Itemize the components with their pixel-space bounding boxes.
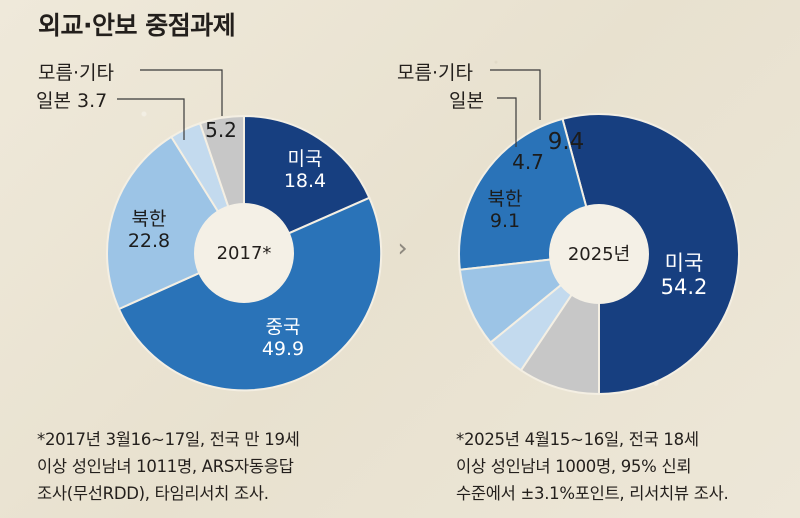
slice-name: 미국 — [288, 148, 323, 170]
slice-name: 중국 — [266, 316, 301, 338]
slice-label-north-korea: 북한 9.1 — [488, 188, 523, 232]
slice-value: 18.4 — [284, 170, 326, 192]
callout-label: 모름·기타 — [38, 62, 114, 84]
note-line: 조사(무선RDD), 타임리서치 조사. — [37, 484, 269, 503]
note-line: *2025년 4월15∼16일, 전국 18세 — [456, 430, 699, 449]
callout-label: 일본 — [449, 90, 484, 112]
callout-leader-line — [140, 69, 223, 116]
callout-label: 모름·기타 — [397, 62, 473, 84]
slice-label-usa: 미국 54.2 — [661, 251, 708, 299]
survey-note-2017: *2017년 3월16∼17일, 전국 만 19세 이상 성인남녀 1011명,… — [37, 426, 367, 507]
callout-leader-line — [497, 97, 517, 147]
slice-label-china: 중국 49.9 — [262, 316, 304, 360]
callout-leader-line — [490, 69, 541, 120]
slice-value: 54.2 — [661, 275, 708, 299]
survey-note-2025: *2025년 4월15∼16일, 전국 18세 이상 성인남녀 1000명, 9… — [456, 426, 786, 507]
slice-label-north-korea: 북한 22.8 — [128, 208, 170, 252]
slice-name: 북한 — [132, 208, 167, 230]
note-line: 수준에서 ±3.1%포인트, 리서치뷰 조사. — [456, 484, 729, 503]
donut-hole — [549, 204, 649, 304]
note-line: *2017년 3월16∼17일, 전국 만 19세 — [37, 430, 300, 449]
slice-usa — [561, 113, 740, 396]
center-year-label: 2025년 — [568, 244, 630, 265]
page-title: 외교·안보 중점과제 — [38, 11, 236, 40]
slice-value: 9.1 — [490, 210, 520, 232]
callout-leader-line — [117, 98, 185, 140]
donut-hole — [194, 203, 294, 303]
callout-label: 일본 3.7 — [36, 90, 107, 112]
slice-name: 북한 — [488, 188, 523, 210]
slice-name: 미국 — [665, 251, 704, 275]
slice-label-unknown-other: 9.4 — [548, 129, 585, 155]
slice-value: 49.9 — [262, 338, 304, 360]
slice-label-unknown-other: 5.2 — [205, 118, 237, 142]
note-line: 이상 성인남녀 1000명, 95% 신뢰 — [456, 457, 692, 476]
note-line: 이상 성인남녀 1011명, ARS자동응답 — [37, 457, 294, 476]
slice-label-japan: 4.7 — [512, 150, 544, 174]
slice-label-usa: 미국 18.4 — [284, 148, 326, 192]
center-year-label: 2017* — [217, 243, 272, 264]
slice-value: 22.8 — [128, 230, 170, 252]
